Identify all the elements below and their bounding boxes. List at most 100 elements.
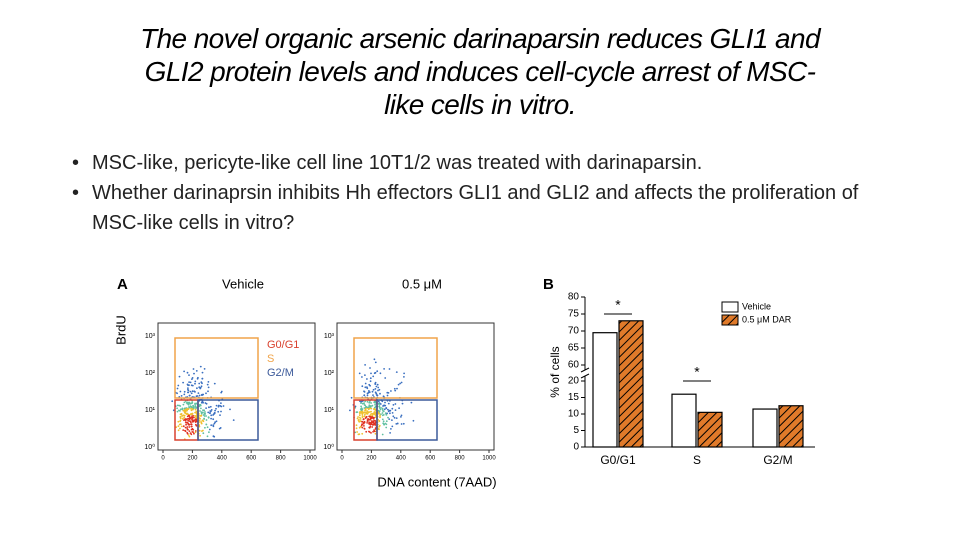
event-dot [195,406,198,409]
event-dot [398,407,400,410]
bullet: Whether darinaprsin inhibits Hh effector… [72,178,892,238]
event-dot [193,372,195,375]
event-dot [359,425,362,428]
event-dot [188,420,191,422]
event-dot [366,420,369,422]
title-line: like cells in vitro. [384,89,576,120]
event-dot [383,408,386,411]
x-tick-label: 600 [246,456,257,462]
event-dot [204,402,207,404]
event-dot [176,387,179,390]
event-dot [379,408,382,411]
event-dot [400,414,403,417]
event-dot [177,425,180,428]
event-dot [358,372,361,375]
event-dot [201,393,204,396]
plot-frame [157,322,316,451]
y-axis-label: % of cells [548,346,562,397]
event-dot [361,423,363,426]
event-dot [388,418,391,420]
event-dot [356,417,359,420]
event-dot [386,394,389,397]
event-dot [384,401,386,404]
event-dot [359,416,361,419]
event-dot [356,411,359,413]
y-tick-label: 75 [568,309,580,320]
y-tick-label: 60 [568,360,580,371]
event-dot [365,430,368,433]
event-dot [215,420,218,423]
event-dot [198,394,201,397]
event-dot [191,415,193,418]
event-dot [232,419,235,421]
event-dot [220,390,223,393]
plot-frame [336,322,495,451]
event-dot [203,418,206,420]
event-dot [208,406,210,409]
event-dot [206,435,209,438]
event-dot [366,422,368,424]
event-dot [376,383,379,386]
event-dot [190,421,192,424]
event-dot [370,432,372,434]
event-dot [361,420,363,423]
event-dot [374,371,377,374]
event-dot [201,419,204,422]
event-dot [204,411,206,413]
event-dot [198,405,201,408]
event-dot [410,401,413,404]
event-dot [180,425,183,428]
axis-break [580,373,590,379]
gate-label: G2/M [267,367,294,379]
panel-label: A [117,276,128,293]
event-dot [361,385,364,388]
event-dot [374,361,377,364]
event-dot [189,390,192,393]
event-dot [199,434,202,437]
event-dot [199,365,202,368]
event-dot [372,421,375,424]
event-dot [368,431,371,433]
title-line: GLI2 protein levels and induces cell-cyc… [144,56,816,87]
event-dot [358,411,361,414]
event-dot [178,375,181,378]
event-dot [371,426,374,428]
event-dot [379,403,382,405]
event-dot [372,388,375,391]
event-dot [199,404,202,407]
event-dot [185,409,188,412]
event-dot [366,378,368,380]
event-dot [201,411,203,414]
event-dot [371,390,374,393]
event-dot [181,414,184,417]
event-dot [219,405,222,407]
event-dot [193,390,196,393]
annotation: * [615,297,621,313]
event-dot [183,416,186,419]
event-dot [383,404,385,407]
event-dot [375,392,378,395]
event-dot [184,429,186,432]
event-dot [377,400,380,403]
event-dot [186,431,189,434]
event-dot [372,375,375,378]
event-dot [380,413,382,416]
event-dot [191,390,194,393]
event-dot [368,408,370,410]
event-dot [412,419,415,422]
event-dot [171,400,174,403]
event-dot [179,408,182,411]
slide-title: The novel organic arsenic darinaparsin r… [40,22,920,121]
event-dot [400,416,402,418]
bar [618,320,644,448]
event-dot [399,382,401,385]
event-dot [387,402,390,405]
event-dot [383,368,385,370]
event-dot [389,409,392,412]
event-dot [188,430,191,432]
event-dot [185,423,188,426]
event-dot [364,382,367,385]
event-dot [201,401,204,403]
event-dot [378,403,380,406]
